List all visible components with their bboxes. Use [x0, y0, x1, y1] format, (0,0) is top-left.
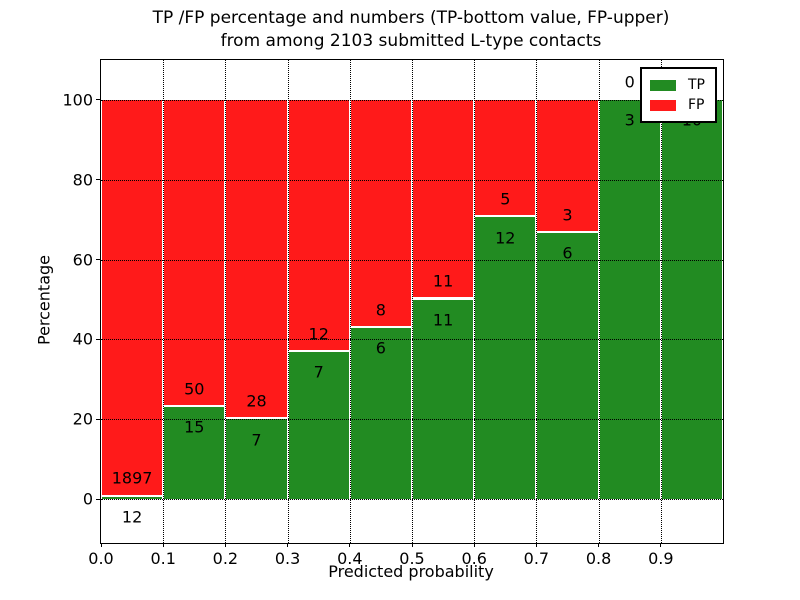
tp-swatch-icon — [650, 79, 676, 91]
x-gridline — [287, 60, 289, 543]
x-axis-label: Predicted probability — [328, 562, 494, 581]
x-tick-label: 0.9 — [648, 549, 674, 568]
tp-bar-segment — [598, 99, 661, 500]
tp-count-label: 11 — [432, 310, 454, 330]
fp-bar-segment — [349, 99, 412, 328]
x-tick-label: 0.0 — [88, 549, 114, 568]
x-tick-label: 0.3 — [274, 549, 301, 568]
tp-bar-segment — [101, 496, 164, 500]
x-tick — [349, 543, 351, 547]
tp-bar-segment — [536, 232, 599, 500]
x-gridline — [598, 60, 600, 543]
fp-count-label: 1897 — [111, 468, 153, 488]
legend-label-fp: FP — [688, 97, 705, 113]
y-gridline — [101, 179, 723, 181]
fp-count-label: 11 — [432, 271, 454, 291]
y-tick — [96, 338, 101, 340]
legend-item-fp: FP — [650, 95, 705, 115]
x-gridline — [225, 60, 227, 543]
tp-count-label: 7 — [251, 430, 262, 450]
fp-count-label: 12 — [308, 324, 329, 344]
fp-count-label: 5 — [500, 189, 511, 209]
tp-count-label: 7 — [313, 362, 324, 382]
tp-bar-segment — [412, 299, 475, 500]
x-tick-label: 0.7 — [523, 549, 550, 568]
y-tick-label: 80 — [72, 170, 93, 190]
fp-count-label: 3 — [562, 205, 573, 225]
y-tick-label: 100 — [62, 90, 93, 110]
fp-bar-segment — [163, 99, 226, 407]
y-tick-label: 60 — [72, 250, 93, 270]
legend-label-tp: TP — [688, 77, 705, 93]
x-gridline — [660, 60, 662, 543]
y-gridline — [101, 499, 723, 501]
x-tick-label: 0.8 — [585, 549, 612, 568]
x-tick-label: 0.5 — [399, 549, 425, 568]
x-tick-label: 0.1 — [150, 549, 176, 568]
tp-count-label: 6 — [562, 243, 573, 263]
y-tick — [96, 99, 101, 101]
y-tick-label: 20 — [72, 409, 93, 429]
tp-count-label: 3 — [624, 110, 635, 130]
tp-bar-segment — [287, 352, 350, 500]
y-gridline — [101, 259, 723, 261]
fp-count-label: 8 — [375, 300, 386, 320]
y-tick — [96, 498, 101, 500]
tp-count-label: 12 — [121, 507, 143, 527]
tp-bar-segment — [660, 99, 723, 500]
x-tick — [473, 543, 475, 547]
y-tick — [96, 179, 101, 181]
fp-bar-segment — [412, 99, 475, 300]
chart-title-line2: from among 2103 submitted L-type contact… — [220, 31, 602, 51]
fp-bar-segment — [536, 99, 599, 233]
x-gridline — [536, 60, 538, 543]
y-tick-label: 40 — [72, 329, 93, 349]
y-tick — [96, 259, 101, 261]
legend: TP FP — [640, 67, 717, 123]
x-tick — [411, 543, 413, 547]
x-tick — [535, 543, 537, 547]
fp-bar-segment — [101, 99, 164, 497]
fp-swatch-icon — [650, 99, 676, 111]
fp-count-label: 28 — [246, 391, 267, 411]
tp-count-label: 6 — [375, 338, 386, 358]
x-gridline — [163, 60, 165, 543]
y-gridline — [101, 99, 723, 101]
y-tick-label: 0 — [82, 489, 93, 509]
chart-title-line1: TP /FP percentage and numbers (TP-bottom… — [152, 8, 670, 28]
fp-bar-segment — [287, 99, 350, 353]
legend-item-tp: TP — [650, 75, 705, 95]
tp-count-label: 15 — [184, 417, 205, 437]
x-tick-label: 0.6 — [461, 549, 487, 568]
fp-count-label: 50 — [184, 379, 205, 399]
x-tick — [224, 543, 226, 547]
x-tick-label: 0.2 — [212, 549, 239, 568]
x-gridline — [412, 60, 413, 543]
chart-title: TP /FP percentage and numbers (TP-bottom… — [100, 7, 722, 53]
tp-bar-segment — [349, 328, 412, 500]
x-tick-label: 0.4 — [337, 549, 363, 568]
x-gridline — [349, 60, 351, 543]
tp-bar-segment — [163, 406, 226, 500]
fp-count-label: 0 — [624, 72, 635, 92]
x-tick — [660, 543, 662, 547]
y-gridline — [101, 339, 723, 341]
y-gridline — [101, 419, 723, 421]
tp-bar-segment — [474, 217, 537, 500]
y-tick — [96, 418, 101, 420]
x-tick — [100, 543, 102, 547]
fp-bar-segment — [474, 99, 537, 218]
x-tick — [598, 543, 600, 547]
tp-count-label: 12 — [495, 228, 516, 248]
x-tick — [287, 543, 289, 547]
x-gridline — [474, 60, 476, 543]
x-tick — [162, 543, 164, 547]
